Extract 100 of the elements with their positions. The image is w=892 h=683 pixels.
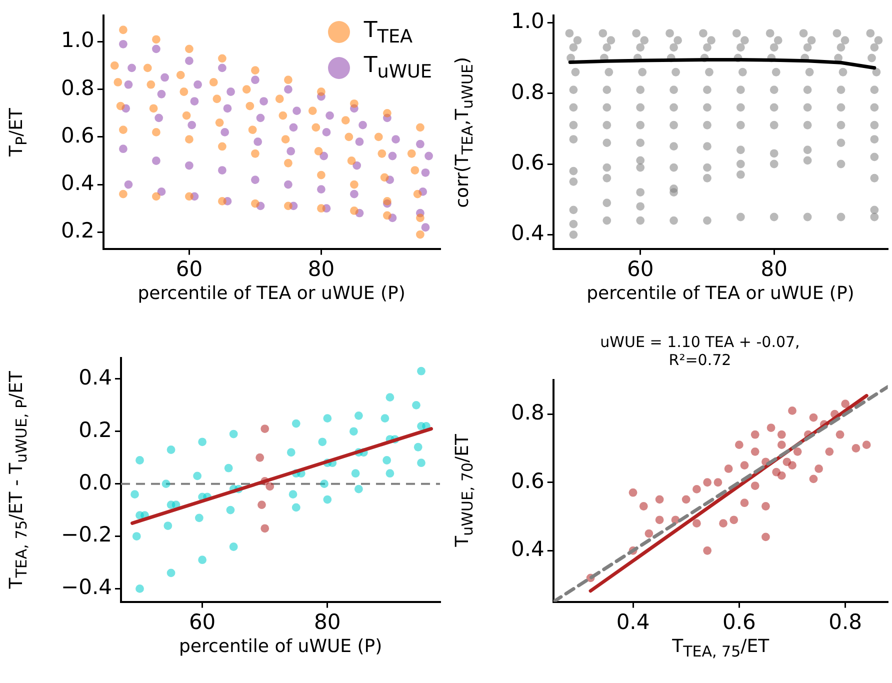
point [124, 80, 133, 89]
point [323, 495, 332, 504]
point [416, 123, 424, 132]
point [284, 180, 292, 189]
point [278, 111, 288, 120]
point [350, 99, 358, 108]
point [772, 468, 781, 476]
point [347, 156, 356, 165]
point [416, 230, 424, 239]
point [284, 158, 292, 168]
point [220, 128, 230, 136]
point [644, 529, 654, 538]
point [317, 185, 326, 194]
point [224, 464, 233, 472]
point [212, 94, 222, 104]
point [352, 161, 362, 170]
point [229, 542, 238, 551]
point [162, 480, 170, 488]
point [410, 166, 420, 174]
point [251, 199, 260, 208]
point [407, 149, 416, 158]
point [750, 447, 760, 456]
point [143, 64, 152, 72]
point [383, 197, 392, 206]
y-tick-label: −0.2 [60, 522, 112, 547]
point [349, 427, 358, 436]
point [762, 532, 770, 542]
point [314, 147, 323, 156]
point [188, 120, 196, 130]
point [190, 97, 199, 106]
point [226, 506, 235, 514]
point [788, 406, 796, 415]
point [185, 44, 194, 54]
point [194, 80, 202, 89]
point [417, 366, 426, 376]
point [413, 190, 422, 198]
point [730, 516, 738, 524]
point [157, 187, 166, 196]
point [322, 128, 331, 136]
point [185, 192, 194, 201]
point [392, 135, 400, 144]
point [242, 85, 251, 94]
point [354, 484, 363, 494]
legend-label: T$_{TEA}$ [364, 18, 413, 47]
point [383, 211, 392, 220]
point [118, 26, 128, 34]
y-tick-label: 0.6 [60, 123, 94, 148]
point [825, 447, 834, 456]
point [218, 197, 226, 206]
point [421, 168, 430, 177]
point [355, 138, 364, 146]
point [194, 514, 204, 522]
point [814, 464, 823, 473]
point [750, 430, 760, 439]
point [182, 111, 191, 120]
point [198, 556, 207, 564]
point [358, 120, 367, 130]
point [116, 102, 125, 110]
point [284, 76, 292, 84]
point [284, 85, 292, 94]
point [388, 152, 397, 160]
point [326, 111, 334, 120]
x-tick-label: 0.8 [828, 610, 862, 634]
y-tick-label: 0.8 [510, 400, 544, 425]
point [380, 414, 390, 422]
point [251, 149, 260, 158]
x-axis-title: percentile of TEA or uWUE (P) [586, 282, 854, 304]
x-tick-label: 0.4 [616, 610, 650, 634]
point [380, 173, 389, 182]
point [852, 444, 860, 452]
point [724, 464, 733, 473]
point [226, 88, 235, 96]
point [260, 97, 268, 106]
point [341, 116, 350, 124]
point [260, 424, 270, 433]
point [692, 484, 701, 494]
point [180, 88, 188, 96]
chart-title: uWUE = 1.10 TEA + -0.07, R²=0.72 [600, 332, 800, 369]
point [386, 393, 394, 402]
point [386, 469, 394, 478]
point [421, 223, 430, 232]
point [118, 126, 128, 134]
point [292, 106, 301, 115]
point [185, 161, 194, 170]
point [412, 400, 420, 410]
point [118, 40, 128, 48]
point [286, 448, 296, 457]
y-tick-label: 1.0 [510, 9, 544, 34]
point [164, 522, 172, 530]
point [281, 135, 290, 144]
point [308, 106, 317, 115]
point [136, 584, 144, 593]
point [639, 502, 648, 510]
point [215, 118, 224, 127]
point [350, 206, 358, 215]
y-tick-label: 0.0 [78, 470, 112, 494]
point [218, 166, 226, 174]
point [218, 64, 226, 72]
point [350, 180, 358, 189]
y-tick-label: 0.4 [78, 365, 112, 390]
